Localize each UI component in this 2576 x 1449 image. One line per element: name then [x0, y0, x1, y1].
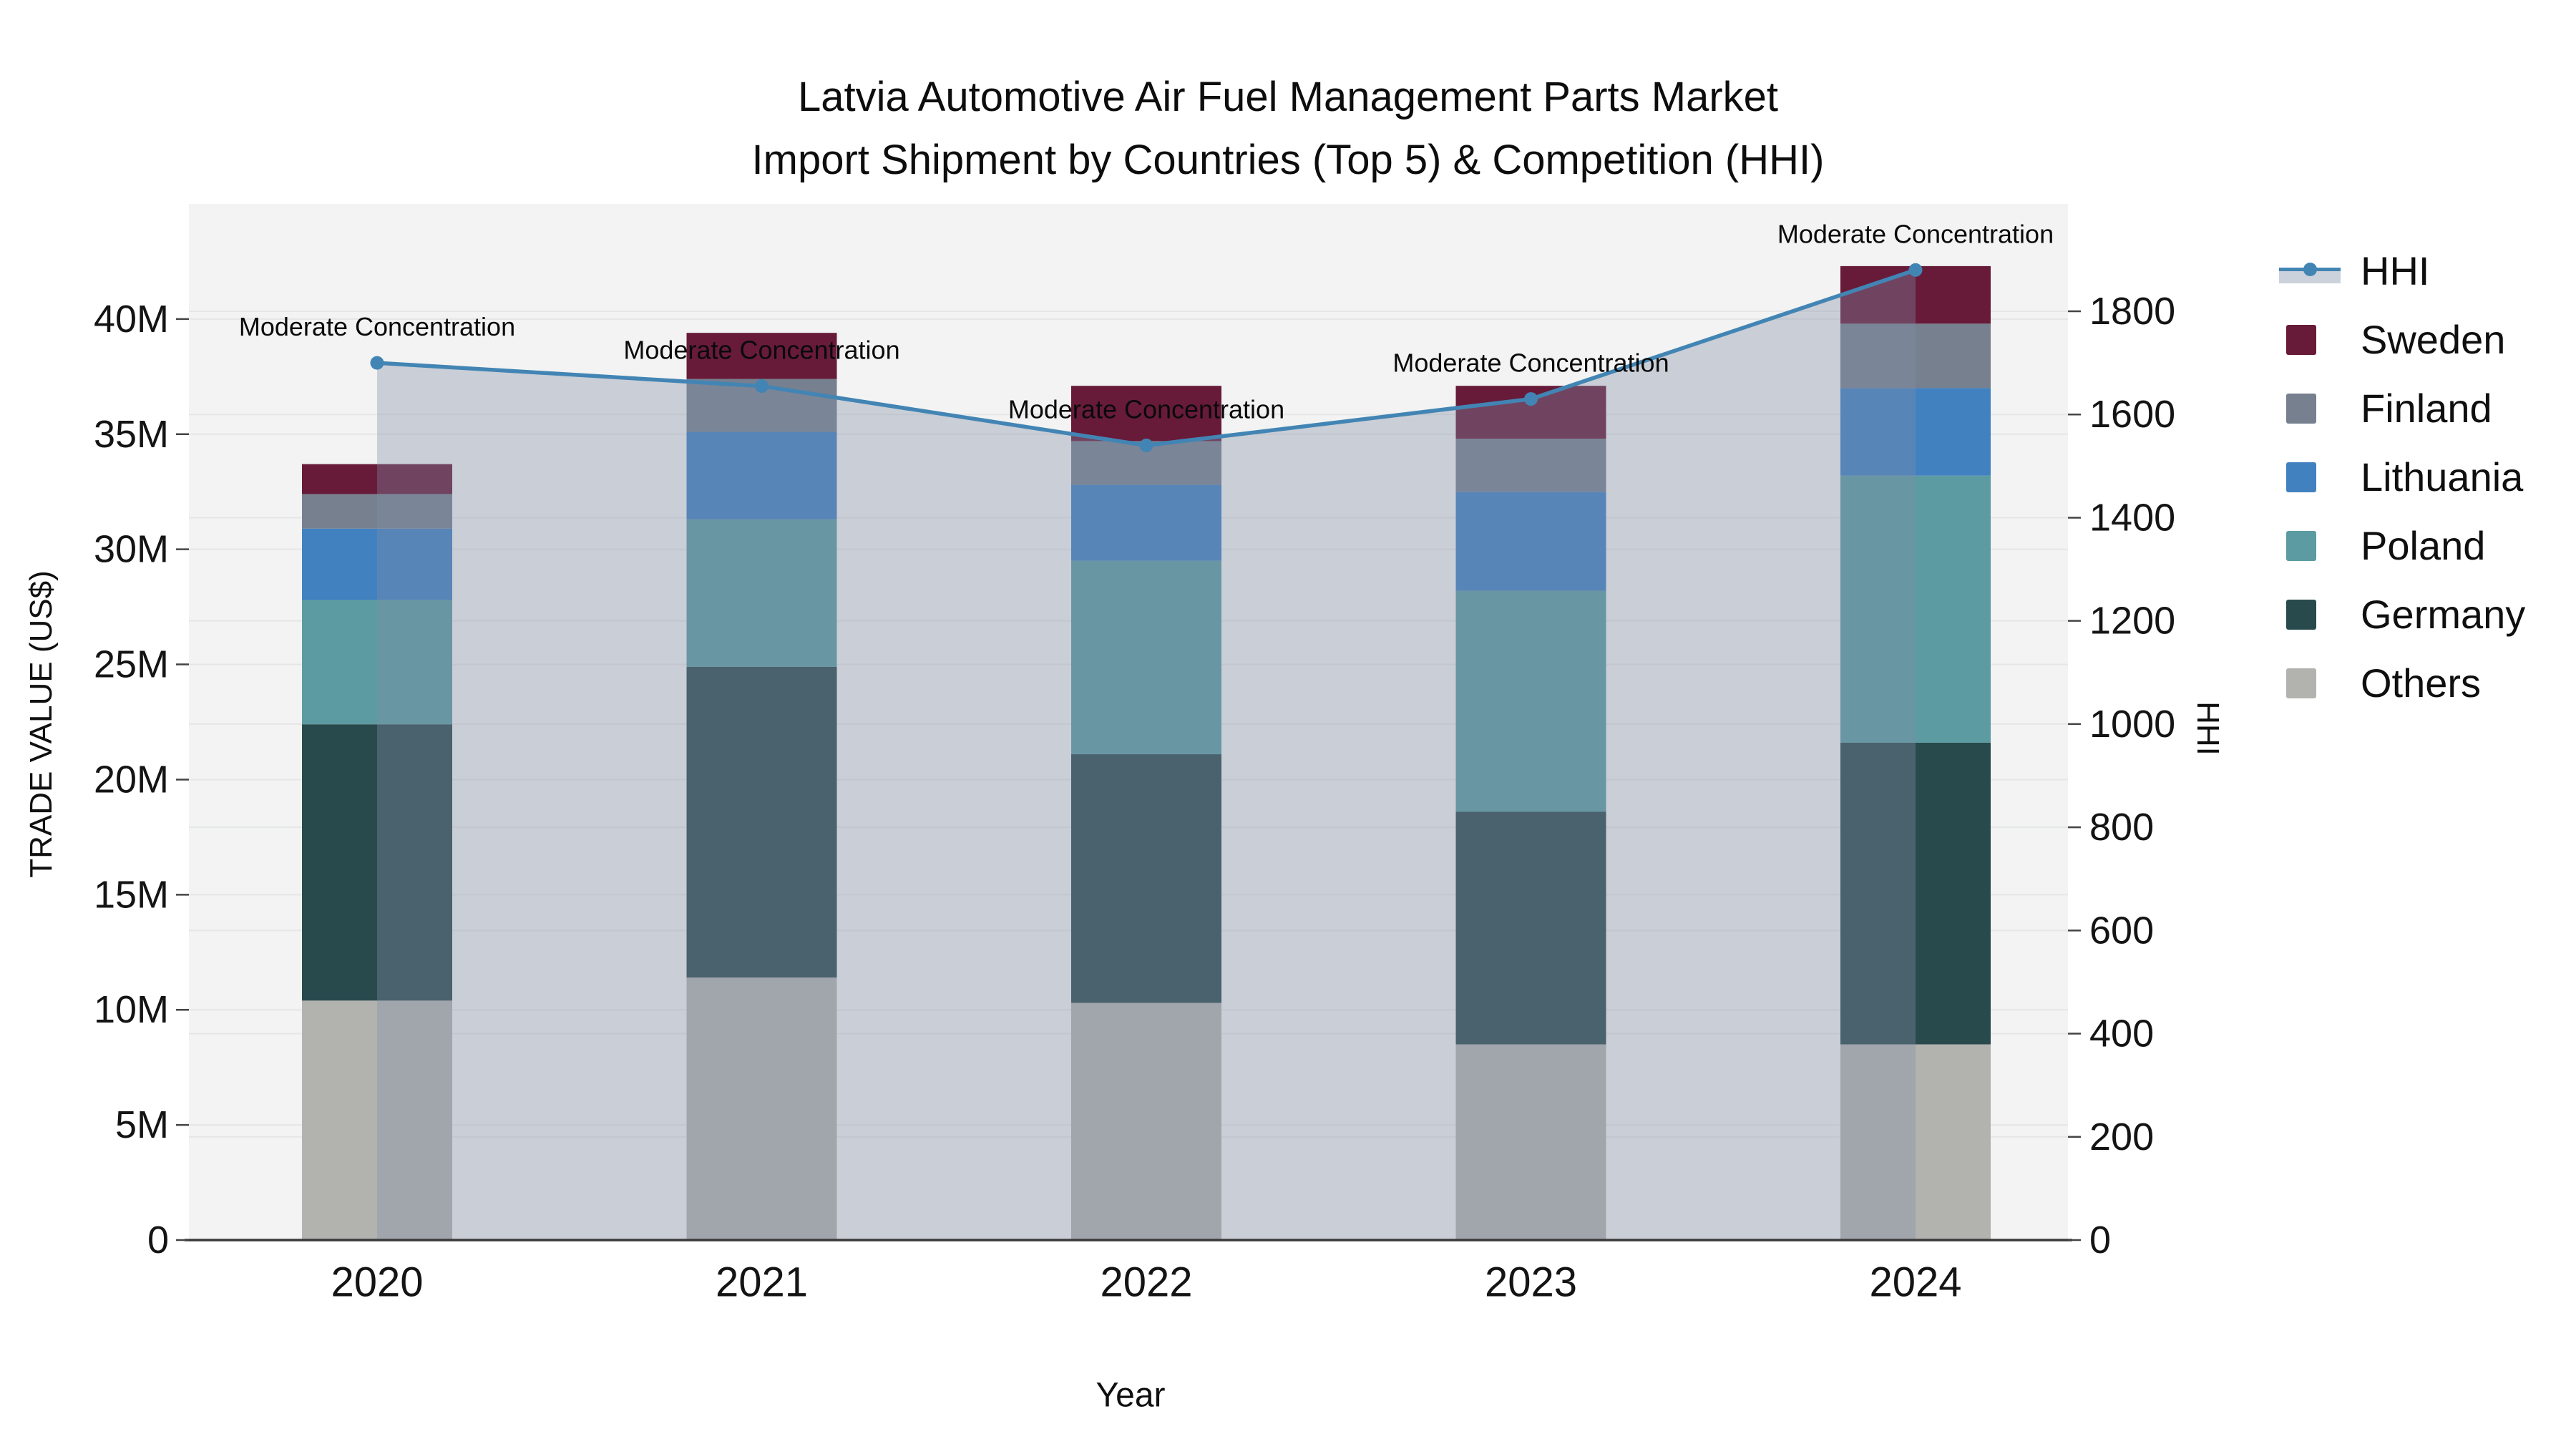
bar-segment-germany-2020[interactable]	[302, 724, 452, 1001]
y-axis-title-trade-value: TRADE VALUE (US$)	[24, 570, 59, 878]
color-swatch-icon-poland	[2279, 525, 2341, 565]
chart-title-line1: Latvia Automotive Air Fuel Management Pa…	[797, 74, 1779, 120]
legend-item-lithuania[interactable]: Lithuania	[2279, 442, 2525, 511]
bar-segment-lithuania-2021[interactable]	[686, 431, 837, 519]
y1-tick-label-35M: 35M	[94, 413, 169, 456]
legend-item-sweden[interactable]: Sweden	[2279, 305, 2525, 374]
legend-label-finland: Finland	[2361, 385, 2492, 431]
annotation-moderate-concentration-2020: Moderate Concentration	[239, 312, 515, 341]
y1-tick-label-0: 0	[147, 1219, 169, 1262]
bar-segment-lithuania-2023[interactable]	[1455, 492, 1606, 591]
color-swatch-icon-lithuania	[2279, 457, 2341, 497]
hhi-marker-2020[interactable]	[370, 356, 384, 370]
annotation-moderate-concentration-2024: Moderate Concentration	[1777, 219, 2054, 248]
hhi-line-swatch-icon	[2279, 250, 2341, 291]
hhi-marker-2022[interactable]	[1139, 438, 1153, 452]
y2-tick-label-600: 600	[2089, 909, 2154, 952]
hhi-marker-2023[interactable]	[1524, 392, 1538, 406]
hhi-fill-sample	[2279, 269, 2341, 283]
bar-segment-finland-2020[interactable]	[302, 494, 452, 529]
y1-tick-label-10M: 10M	[94, 988, 169, 1031]
y1-tick-label-25M: 25M	[94, 643, 169, 686]
y1-tick-label-20M: 20M	[94, 758, 169, 801]
bar-segment-finland-2023[interactable]	[1455, 439, 1606, 492]
legend-item-germany[interactable]: Germany	[2279, 580, 2525, 648]
bar-segment-poland-2024[interactable]	[1840, 475, 1991, 743]
x-tick-label-2024: 2024	[1869, 1259, 1961, 1306]
x-axis-title-year: Year	[1096, 1376, 1166, 1415]
y1-tick-label-30M: 30M	[94, 528, 169, 571]
bar-segment-sweden-2021[interactable]	[686, 333, 837, 379]
bar-segment-germany-2024[interactable]	[1840, 742, 1991, 1045]
y2-tick-label-1800: 1800	[2089, 290, 2175, 333]
bar-segment-germany-2023[interactable]	[1455, 811, 1606, 1045]
legend-label-sweden: Sweden	[2361, 316, 2506, 362]
legend-label-poland: Poland	[2361, 522, 2486, 568]
y2-tick-label-1400: 1400	[2089, 496, 2175, 539]
swatch-box	[2286, 394, 2316, 424]
annotation-moderate-concentration-2022: Moderate Concentration	[1008, 394, 1284, 424]
swatch-box	[2286, 668, 2316, 698]
legend-label-others: Others	[2361, 660, 2482, 706]
chart-title: Latvia Automotive Air Fuel Management Pa…	[0, 66, 2576, 192]
bar-segment-lithuania-2022[interactable]	[1071, 484, 1221, 561]
bar-segment-others-2021[interactable]	[686, 977, 837, 1240]
y2-tick-label-1600: 1600	[2089, 393, 2175, 436]
legend-label-germany: Germany	[2361, 591, 2526, 637]
hhi-marker-2024[interactable]	[1908, 263, 1923, 277]
y1-tick-label-15M: 15M	[94, 873, 169, 916]
swatch-box	[2286, 462, 2316, 492]
x-tick-label-2022: 2022	[1100, 1259, 1192, 1306]
legend-label-lithuania: Lithuania	[2361, 454, 2524, 499]
y2-tick-label-400: 400	[2089, 1013, 2154, 1055]
bar-segment-poland-2020[interactable]	[302, 600, 452, 725]
color-swatch-icon-germany	[2279, 594, 2341, 634]
swatch-box	[2286, 325, 2316, 355]
bar-segment-germany-2022[interactable]	[1071, 754, 1221, 1003]
annotation-moderate-concentration-2021: Moderate Concentration	[623, 336, 899, 365]
y2-tick-label-1000: 1000	[2089, 703, 2175, 746]
y1-tick-label-40M: 40M	[94, 298, 169, 341]
legend: HHI Sweden Finland Lithuania Poland Germany Ot…	[2279, 236, 2525, 717]
bar-segment-poland-2022[interactable]	[1071, 560, 1221, 755]
chart-title-line2: Import Shipment by Countries (Top 5) & C…	[751, 137, 1825, 183]
bar-segment-others-2024[interactable]	[1840, 1044, 1991, 1240]
hhi-area-fill	[377, 270, 1916, 1241]
legend-item-hhi[interactable]: HHI	[2279, 236, 2525, 305]
color-swatch-icon-sweden	[2279, 319, 2341, 359]
bar-segment-others-2023[interactable]	[1455, 1044, 1606, 1240]
bar-segment-sweden-2022[interactable]	[1071, 386, 1221, 441]
bar-segment-poland-2021[interactable]	[686, 519, 837, 667]
y2-tick-label-1200: 1200	[2089, 600, 2175, 643]
y2-tick-label-0: 0	[2089, 1219, 2111, 1262]
legend-label-hhi: HHI	[2361, 248, 2430, 293]
hhi-marker-sample	[2303, 263, 2317, 276]
y2-tick-label-200: 200	[2089, 1116, 2154, 1158]
bar-segment-others-2022[interactable]	[1071, 1002, 1221, 1240]
color-swatch-icon-finland	[2279, 388, 2341, 428]
legend-item-others[interactable]: Others	[2279, 648, 2525, 717]
y1-tick-label-5M: 5M	[115, 1103, 169, 1146]
color-swatch-icon-others	[2279, 663, 2341, 703]
x-tick-label-2020: 2020	[331, 1259, 423, 1306]
legend-item-poland[interactable]: Poland	[2279, 511, 2525, 580]
y-axis-title-hhi: HHI	[2190, 701, 2225, 756]
hhi-marker-2021[interactable]	[755, 379, 769, 394]
legend-item-finland[interactable]: Finland	[2279, 374, 2525, 442]
x-tick-label-2023: 2023	[1485, 1259, 1577, 1306]
swatch-box	[2286, 600, 2316, 630]
bar-segment-poland-2023[interactable]	[1455, 590, 1606, 812]
y2-tick-label-800: 800	[2089, 806, 2154, 849]
bar-segment-lithuania-2024[interactable]	[1840, 388, 1991, 476]
bar-segment-germany-2021[interactable]	[686, 666, 837, 978]
x-tick-label-2021: 2021	[716, 1259, 808, 1306]
bar-segment-finland-2024[interactable]	[1840, 323, 1991, 389]
bar-segment-lithuania-2020[interactable]	[302, 528, 452, 600]
bar-segment-others-2020[interactable]	[302, 1000, 452, 1240]
annotation-moderate-concentration-2023: Moderate Concentration	[1392, 348, 1669, 378]
bar-segment-sweden-2020[interactable]	[302, 464, 452, 494]
swatch-box	[2286, 531, 2316, 561]
